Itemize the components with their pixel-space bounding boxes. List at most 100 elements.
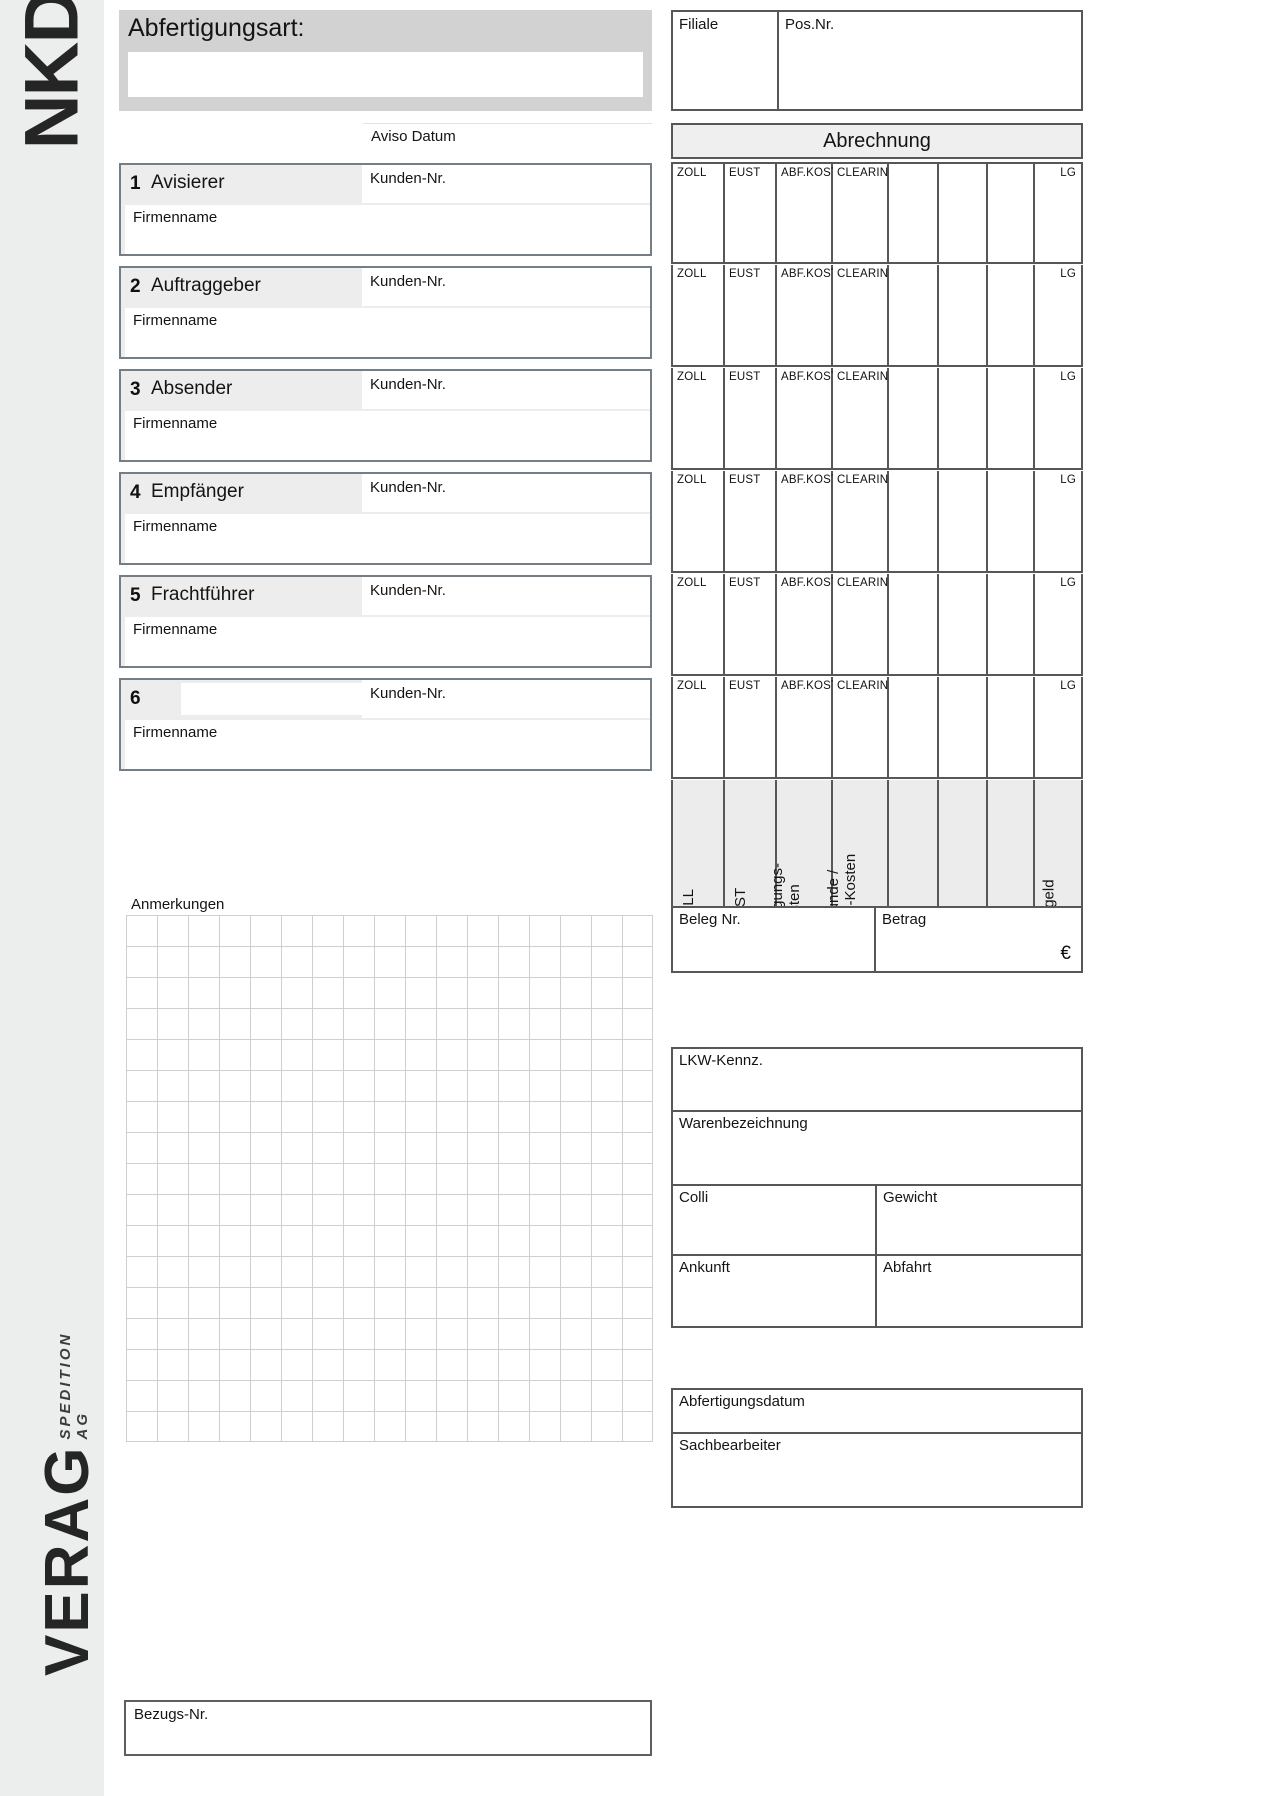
abrechnung-cell[interactable] — [988, 471, 1035, 571]
abrechnung-total-header-cell: EUST — [725, 780, 777, 928]
abrechnung-cell[interactable]: ABF.KOST. — [777, 164, 840, 262]
sachbearbeiter-field[interactable]: Sachbearbeiter — [673, 1434, 1081, 1506]
abrechnung-cell[interactable] — [889, 265, 939, 365]
abrechnung-cell[interactable]: EUST — [725, 574, 777, 674]
abrechnung-cell[interactable]: ZOLL — [673, 368, 725, 468]
betrag-field[interactable]: Betrag € — [876, 908, 1081, 971]
abrechnung-cell[interactable] — [889, 164, 939, 262]
abrechnung-column-header: EUST — [729, 167, 761, 179]
abrechnung-cell[interactable]: LG — [1035, 368, 1081, 468]
aviso-datum-field[interactable]: Aviso Datum — [363, 123, 652, 160]
abrechnung-cell[interactable]: LG — [1035, 265, 1081, 365]
abrechnung-cell[interactable] — [939, 471, 988, 571]
party-role-label: Empfänger — [151, 481, 244, 502]
beleg-nr-field[interactable]: Beleg Nr. — [673, 908, 876, 971]
firmenname-field[interactable]: Firmenname — [125, 617, 650, 666]
abrechnung-cell[interactable] — [939, 164, 988, 262]
kunden-nr-field[interactable]: Kunden-Nr. — [362, 577, 650, 615]
abrechnung-column-header: LG — [1060, 371, 1076, 383]
firmenname-field[interactable]: Firmenname — [125, 308, 650, 357]
party-role-input[interactable] — [181, 683, 366, 715]
abrechnung-cell[interactable]: EUST — [725, 164, 777, 262]
colli-field[interactable]: Colli — [673, 1186, 877, 1254]
warenbezeichnung-field[interactable]: Warenbezeichnung — [673, 1112, 1081, 1186]
abrechnung-cell[interactable]: CLEARING — [833, 574, 897, 674]
abrechnung-cell[interactable]: LG — [1035, 164, 1081, 262]
anmerkungen-grid[interactable] — [126, 915, 653, 1442]
abrechnung-total-header-cell — [939, 780, 988, 912]
abrechnung-column-header: ZOLL — [677, 167, 707, 179]
abrechnung-column-header: CLEARING — [837, 680, 898, 692]
firmenname-field[interactable]: Firmenname — [125, 411, 650, 460]
abrechnung-cell[interactable] — [939, 677, 988, 777]
abrechnung-column-header: EUST — [729, 577, 761, 589]
abrechnung-cell[interactable]: ZOLL — [673, 265, 725, 365]
bezugs-nr-field[interactable]: Bezugs-Nr. — [124, 1700, 652, 1756]
abfertigungsdatum-field[interactable]: Abfertigungsdatum — [673, 1390, 1081, 1434]
abrechnung-cell[interactable]: CLEARING — [833, 164, 897, 262]
firmenname-label: Firmenname — [133, 209, 218, 226]
lkw-kennz-field[interactable]: LKW-Kennz. — [673, 1049, 1081, 1112]
kunden-nr-field[interactable]: Kunden-Nr. — [362, 371, 650, 409]
abrechnung-cell[interactable] — [889, 574, 939, 674]
abrechnung-cell[interactable]: EUST — [725, 677, 777, 777]
abrechnung-cell[interactable]: ABF.KOST. — [777, 368, 840, 468]
abrechnung-cell[interactable]: LG — [1035, 574, 1081, 674]
abrechnung-cell[interactable]: ZOLL — [673, 471, 725, 571]
abrechnung-cell[interactable]: ABF.KOST. — [777, 574, 840, 674]
party-number: 5 — [130, 585, 141, 606]
lkw-kennz-label: LKW-Kennz. — [679, 1052, 763, 1069]
abrechnung-cell[interactable] — [939, 574, 988, 674]
abrechnung-cell[interactable] — [889, 368, 939, 468]
abrechnung-column-header: EUST — [729, 680, 761, 692]
warenbezeichnung-label: Warenbezeichnung — [679, 1115, 808, 1132]
abfahrt-field[interactable]: Abfahrt — [877, 1256, 1081, 1326]
abrechnung-cell[interactable]: CLEARING — [833, 368, 897, 468]
firmenname-label: Firmenname — [133, 724, 218, 741]
abrechnung-title-bar: Abrechnung — [671, 123, 1083, 159]
abrechnung-cell[interactable]: ZOLL — [673, 164, 725, 262]
abfahrt-label: Abfahrt — [883, 1259, 932, 1276]
abrechnung-cell[interactable]: EUST — [725, 265, 777, 365]
abrechnung-cell[interactable] — [988, 164, 1035, 262]
abrechnung-cell[interactable]: ZOLL — [673, 574, 725, 674]
abrechnung-cell[interactable]: LG — [1035, 677, 1081, 777]
aviso-datum-label: Aviso Datum — [371, 128, 456, 145]
abfertigungsart-input[interactable] — [128, 52, 643, 97]
abrechnung-cell[interactable]: EUST — [725, 368, 777, 468]
abrechnung-cell[interactable]: EUST — [725, 471, 777, 571]
firmenname-field[interactable]: Firmenname — [125, 514, 650, 563]
abrechnung-cell[interactable] — [939, 265, 988, 365]
ankunft-field[interactable]: Ankunft — [673, 1256, 877, 1326]
nkd-logo-text: NKD — [9, 0, 94, 150]
abrechnung-cell[interactable] — [889, 677, 939, 777]
gewicht-field[interactable]: Gewicht — [877, 1186, 1081, 1254]
beleg-betrag-box: Beleg Nr. Betrag € — [671, 906, 1083, 973]
abrechnung-cell[interactable] — [988, 677, 1035, 777]
abrechnung-cell[interactable] — [988, 265, 1035, 365]
abrechnung-cell[interactable]: CLEARING — [833, 265, 897, 365]
firmenname-label: Firmenname — [133, 415, 218, 432]
abrechnung-cell[interactable]: ZOLL — [673, 677, 725, 777]
abrechnung-cell[interactable] — [939, 368, 988, 468]
kunden-nr-field[interactable]: Kunden-Nr. — [362, 268, 650, 306]
abrechnung-column-header: ZOLL — [677, 268, 707, 280]
party-role-label: Auftraggeber — [151, 275, 261, 296]
abrechnung-cell[interactable]: ABF.KOST. — [777, 265, 840, 365]
kunden-nr-field[interactable]: Kunden-Nr. — [362, 474, 650, 512]
abrechnung-total-header-cell — [889, 780, 939, 912]
abrechnung-cell[interactable] — [988, 368, 1035, 468]
abrechnung-cell[interactable]: CLEARING — [833, 471, 897, 571]
abrechnung-cell[interactable] — [988, 574, 1035, 674]
kunden-nr-label: Kunden-Nr. — [370, 376, 446, 393]
abrechnung-cell[interactable]: LG — [1035, 471, 1081, 571]
abrechnung-cell[interactable]: CLEARING — [833, 677, 897, 777]
abrechnung-cell[interactable] — [889, 471, 939, 571]
abrechnung-column-header: EUST — [729, 474, 761, 486]
firmenname-field[interactable]: Firmenname — [125, 720, 650, 769]
kunden-nr-field[interactable]: Kunden-Nr. — [362, 165, 650, 203]
abrechnung-cell[interactable]: ABF.KOST. — [777, 677, 840, 777]
firmenname-field[interactable]: Firmenname — [125, 205, 650, 254]
abrechnung-cell[interactable]: ABF.KOST. — [777, 471, 840, 571]
kunden-nr-field[interactable]: Kunden-Nr. — [362, 680, 650, 718]
